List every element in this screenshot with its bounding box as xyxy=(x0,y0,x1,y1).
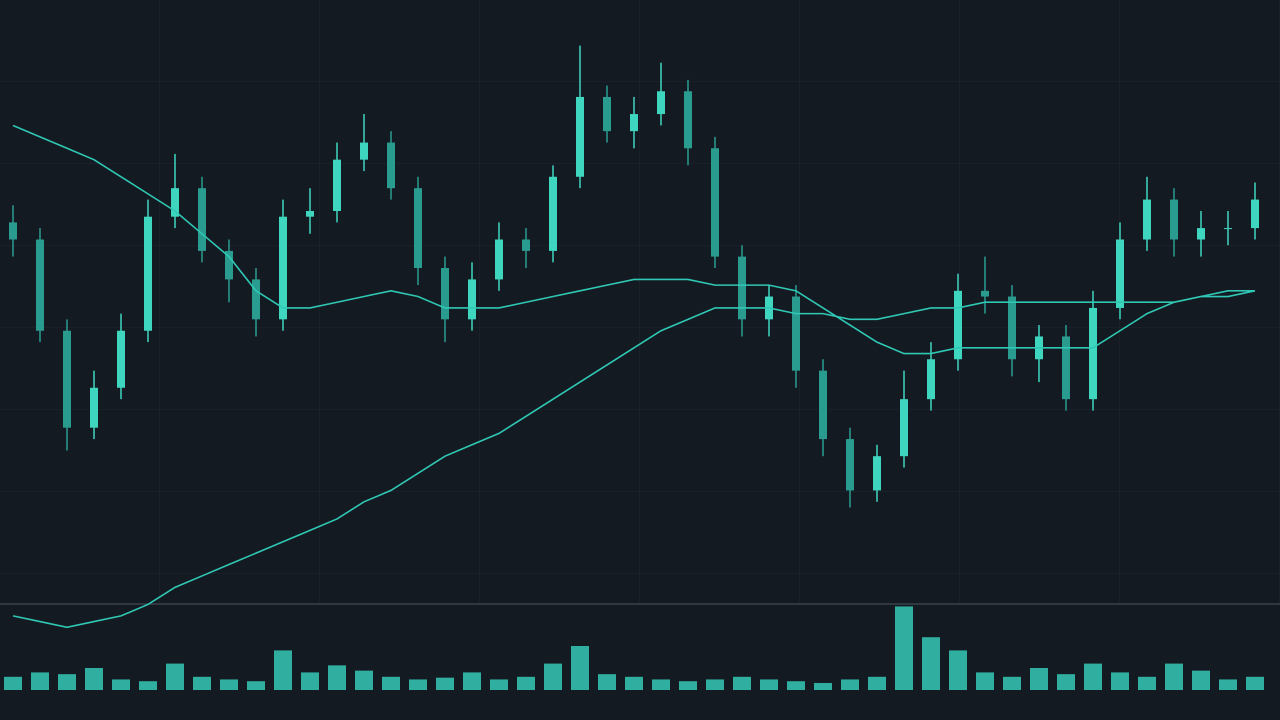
volume-bar xyxy=(382,676,400,690)
candle-body xyxy=(792,296,800,371)
volume-bar xyxy=(598,674,616,690)
candle-body xyxy=(198,188,206,251)
volume-bar xyxy=(1057,674,1075,690)
volume-bar xyxy=(193,676,211,690)
volume-bar xyxy=(436,677,454,690)
candle-body xyxy=(468,279,476,320)
candle-body xyxy=(927,359,935,400)
volume-bar xyxy=(274,650,292,690)
candle-body xyxy=(846,439,854,491)
candle-body xyxy=(36,239,44,331)
volume-bar xyxy=(571,646,589,690)
volume-bar xyxy=(679,681,697,690)
volume-bar xyxy=(868,676,886,690)
candle-body xyxy=(279,216,287,320)
volume-bar xyxy=(517,676,535,690)
volume-bar xyxy=(787,681,805,690)
volume-bar xyxy=(301,672,319,690)
candle-body xyxy=(522,239,530,251)
volume-bar xyxy=(1111,672,1129,690)
volume-bar xyxy=(1030,668,1048,690)
candle-body xyxy=(1008,296,1016,360)
candle-body xyxy=(441,268,449,320)
volume-bar xyxy=(949,650,967,690)
moving-average-line xyxy=(12,124,1255,355)
candle-body xyxy=(684,91,692,149)
candle-body xyxy=(9,222,17,240)
candle-body xyxy=(1251,199,1259,229)
candle-body xyxy=(1089,307,1097,400)
volume-bar xyxy=(733,676,751,690)
volume-bar xyxy=(625,676,643,690)
volume-bar xyxy=(1165,663,1183,690)
candle-body xyxy=(1143,199,1151,240)
candle-body xyxy=(495,239,503,280)
volume-bar xyxy=(220,679,238,690)
candle-body xyxy=(900,399,908,457)
candle-body xyxy=(306,210,314,217)
volume-bar xyxy=(355,670,373,690)
volume-bar xyxy=(706,679,724,690)
candle-body xyxy=(117,330,125,388)
candle-body xyxy=(63,330,71,428)
candle-body xyxy=(630,114,638,132)
volume-bar xyxy=(652,679,670,690)
volume-bar xyxy=(1003,676,1021,690)
candle-body xyxy=(1062,336,1070,400)
volume-bar xyxy=(409,679,427,690)
volume-bar xyxy=(1192,670,1210,690)
moving-average-line xyxy=(12,290,1256,629)
candle-body xyxy=(1224,228,1232,230)
candle-body xyxy=(252,279,260,320)
volume-bar xyxy=(1219,679,1237,690)
volume-bar xyxy=(760,679,778,690)
volume-bar xyxy=(247,681,265,690)
volume-bar xyxy=(31,672,49,690)
candle-body xyxy=(171,188,179,217)
candle-body xyxy=(360,142,368,160)
candle-body xyxy=(576,96,584,177)
volume-bar xyxy=(1246,676,1264,690)
volume-bar xyxy=(85,668,103,690)
volume-bar xyxy=(166,663,184,690)
candle-body xyxy=(1197,228,1205,240)
volume-bar xyxy=(463,672,481,690)
candle-body xyxy=(414,188,422,269)
volume-bar xyxy=(490,679,508,690)
volume-bar xyxy=(841,679,859,690)
candle-body xyxy=(1116,239,1124,308)
volume-bar xyxy=(328,665,346,690)
volume-bar xyxy=(814,682,832,690)
candle-body xyxy=(738,256,746,320)
volume-bar xyxy=(922,637,940,690)
candle-body xyxy=(144,216,152,331)
volume-bar xyxy=(112,679,130,690)
volume-bar xyxy=(976,672,994,690)
candle-body xyxy=(711,148,719,257)
candle-body xyxy=(873,456,881,491)
volume-bar xyxy=(544,663,562,690)
candle-body xyxy=(225,250,233,280)
candle-body xyxy=(819,370,827,440)
volume-bar xyxy=(1084,663,1102,690)
volume-bar xyxy=(4,676,22,690)
volume-bar xyxy=(895,606,913,690)
candle-body xyxy=(333,159,341,211)
candle-body xyxy=(657,91,665,115)
volume-bar xyxy=(1138,676,1156,690)
candle-body xyxy=(549,176,557,251)
candle-body xyxy=(90,387,98,428)
candle-body xyxy=(1170,199,1178,240)
candle-body xyxy=(603,96,611,132)
candle-body xyxy=(954,290,962,360)
volume-bar xyxy=(139,681,157,690)
volume-bar xyxy=(58,674,76,690)
candle-body xyxy=(387,142,395,189)
candle-body xyxy=(981,290,989,297)
